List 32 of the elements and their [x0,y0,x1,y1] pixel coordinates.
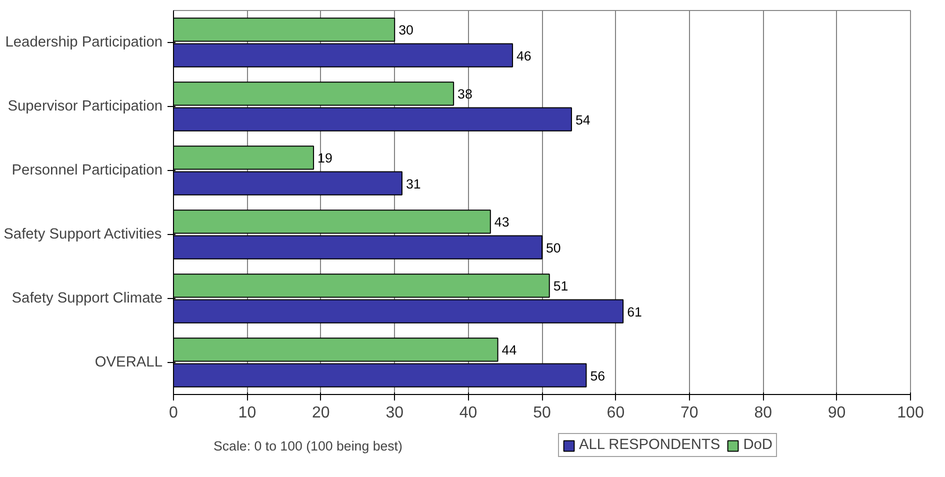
y-tick-label: Safety Support Activities [4,226,162,242]
data-label: 54 [575,112,591,128]
data-label: 43 [494,214,510,230]
x-tick-label: 50 [533,404,551,422]
x-tick-label: 10 [238,404,256,422]
data-label: 44 [502,342,518,358]
y-tick-label: Supervisor Participation [8,98,163,114]
legend-label: ALL RESPONDENTS [579,437,720,453]
x-tick-label: 20 [312,404,330,422]
y-tick-label: Leadership Participation [5,34,163,50]
text: Scale: 0 to 100 (100 being best) [214,438,402,454]
data-label: 31 [406,176,421,192]
data-label: 46 [516,48,532,64]
y-tick-label: OVERALL [94,354,163,370]
x-tick-label: 80 [754,404,772,422]
y-tick-label: Personnel Participation [12,162,163,178]
data-label: 61 [627,304,642,320]
x-tick-label: 100 [897,404,924,422]
data-label: 30 [398,22,414,38]
y-tick-label: Safety Support Climate [12,290,163,306]
data-label: 56 [590,368,606,384]
x-tick-label: 70 [680,404,698,422]
legend-label: DoD [743,437,773,453]
x-tick-label: 90 [828,404,846,422]
x-tick-label: 0 [169,404,178,422]
data-label: 50 [546,240,561,256]
x-tick-label: 30 [386,404,404,422]
data-label: 38 [458,86,472,102]
x-tick-label: 60 [606,404,625,422]
x-tick-label: 40 [459,404,478,422]
data-label: 19 [318,150,332,166]
data-label: 51 [553,278,568,294]
